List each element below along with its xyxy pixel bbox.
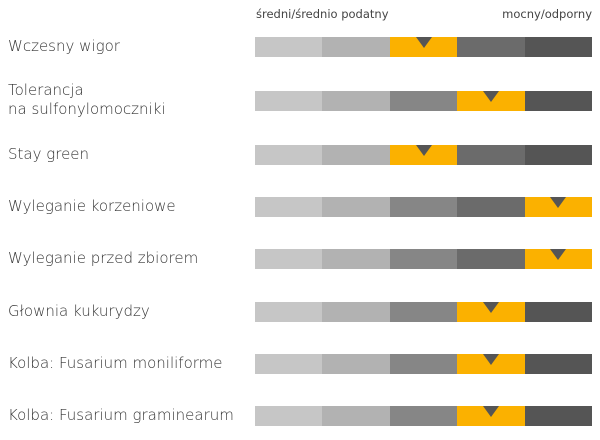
bar-segment [322, 145, 391, 165]
bar-segment [457, 249, 526, 269]
scale-right-label: mocny/odporny [502, 7, 592, 21]
bar-segment [255, 91, 323, 111]
scale-left-label: średni/średnio podatny [256, 7, 389, 21]
rating-marker [482, 354, 499, 365]
bar-segment [255, 302, 323, 322]
bar-segment [255, 197, 323, 217]
bar-segment [524, 302, 593, 322]
bar-segment [322, 37, 391, 57]
bar-segment [389, 354, 458, 374]
bar-segment [524, 406, 593, 426]
bar-segment [255, 354, 323, 374]
bar-segment [322, 91, 391, 111]
bar-segment [322, 406, 391, 426]
row-label: Wyleganie korzeniowe [8, 196, 176, 215]
bar-segment [322, 249, 391, 269]
rating-marker [550, 197, 567, 208]
bar-segment [389, 91, 458, 111]
row-label: Kolba: Fusarium moniliforme [8, 353, 223, 372]
bar-segment [457, 145, 526, 165]
bar-segment [389, 406, 458, 426]
bar-segment [524, 145, 593, 165]
bar-segment [255, 249, 323, 269]
rating-marker [482, 302, 499, 313]
bar-segment [255, 406, 323, 426]
bar-segment [524, 91, 593, 111]
bar-segment [255, 37, 323, 57]
row-label: Wyleganie przed zbiorem [8, 248, 199, 267]
bar-segment [322, 197, 391, 217]
bar-segment [457, 37, 526, 57]
rating-marker [482, 91, 499, 102]
row-label: Stay green [8, 144, 90, 163]
bar-segment [524, 37, 593, 57]
rating-marker [550, 249, 567, 260]
bar-segment [389, 249, 458, 269]
bar-segment [322, 354, 391, 374]
bar-segment [322, 302, 391, 322]
rating-marker [482, 406, 499, 417]
bar-segment [389, 302, 458, 322]
rating-marker [415, 37, 432, 48]
bar-segment [255, 145, 323, 165]
row-label: Wczesny wigor [8, 36, 120, 55]
bar-segment [457, 197, 526, 217]
row-label: Głownia kukurydzy [8, 301, 150, 320]
bar-segment [524, 354, 593, 374]
rating-marker [415, 145, 432, 156]
row-label: Kolba: Fusarium graminearum [8, 405, 234, 424]
bar-segment [389, 197, 458, 217]
row-label: Tolerancja na sulfonylomoczniki [8, 81, 166, 118]
